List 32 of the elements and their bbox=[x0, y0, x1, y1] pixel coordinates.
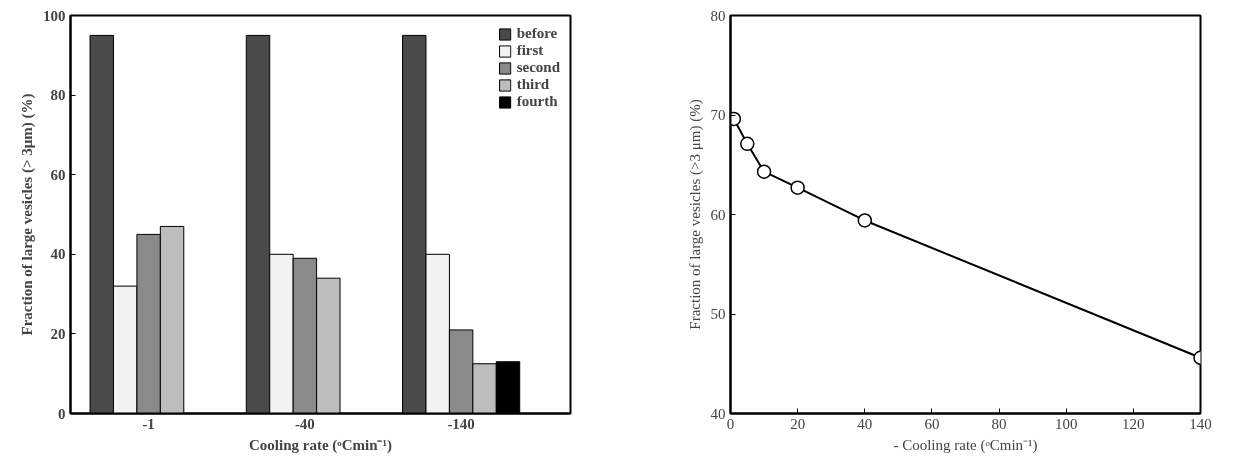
y-tick-label: 40 bbox=[50, 246, 66, 263]
y-axis-title: Fraction of large vesicles (>3 μm) (%) bbox=[686, 99, 704, 330]
y-tick-label: 80 bbox=[710, 7, 726, 24]
x-tick-label: -40 bbox=[294, 415, 315, 432]
y-tick-label: 80 bbox=[50, 87, 66, 104]
x-tick-label: 100 bbox=[1054, 415, 1078, 432]
legend-label: second bbox=[516, 59, 560, 76]
point bbox=[857, 213, 873, 228]
x-tick-label: 140 bbox=[1189, 415, 1212, 432]
y-axis-title: Fraction of large vesicles (> 3μm) (%) bbox=[19, 93, 36, 336]
point bbox=[756, 164, 772, 179]
y-tick-label: 60 bbox=[50, 166, 66, 183]
x-tick-label: 40 bbox=[857, 415, 873, 432]
legend-label: third bbox=[516, 76, 550, 93]
x-axis-title: - Cooling rate (ᵒCmin⁻¹) bbox=[893, 436, 1038, 454]
legend-label: before bbox=[516, 25, 558, 42]
y-tick-label: 70 bbox=[710, 107, 726, 123]
y-tick-label: 50 bbox=[710, 306, 726, 322]
x-tick-label: 60 bbox=[924, 415, 940, 432]
x-axis-title: Cooling rate (ᵒCmin⁻¹) bbox=[249, 436, 392, 454]
y-tick-label: 20 bbox=[50, 325, 66, 342]
x-tick-label: -140 bbox=[447, 415, 475, 432]
x-tick-label: 120 bbox=[1122, 415, 1145, 432]
legend-label: first bbox=[516, 42, 544, 59]
y-tick-label: 60 bbox=[710, 206, 726, 223]
x-tick-label: -1 bbox=[142, 415, 155, 432]
x-tick-label: 80 bbox=[991, 415, 1007, 432]
point bbox=[790, 180, 805, 195]
x-tick-label: 20 bbox=[790, 415, 806, 432]
legend-label: fourth bbox=[516, 93, 558, 110]
y-tick-label: 100 bbox=[43, 7, 66, 24]
point bbox=[740, 136, 755, 152]
